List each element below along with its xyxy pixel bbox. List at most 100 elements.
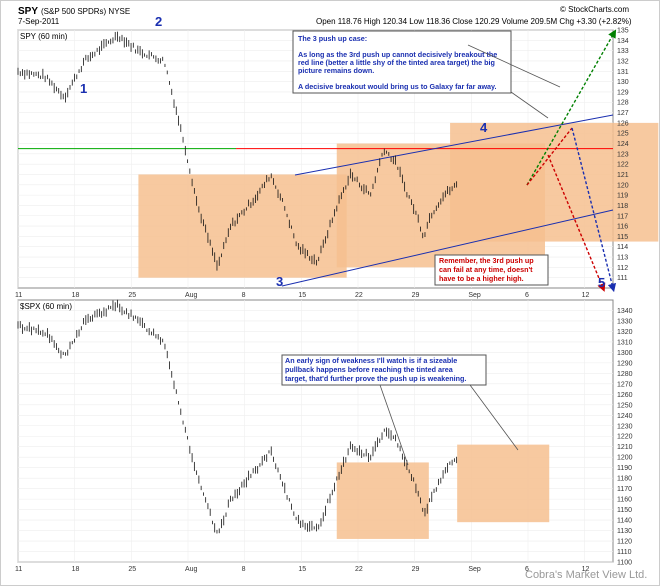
y-tick-label: 130 — [617, 79, 629, 86]
x-tick-label: 8 — [242, 292, 246, 299]
y-tick-label: 1140 — [617, 518, 632, 525]
y-tick-label: 119 — [617, 193, 628, 200]
note-line: An early sign of weakness I'll watch is … — [285, 356, 457, 365]
note-line: As long as the 3rd push up cannot decisi… — [298, 50, 497, 59]
spx-price-bars — [17, 299, 458, 534]
failure-note-box — [434, 254, 549, 286]
note-line: A decisive breakout would bring us to Ga… — [298, 82, 497, 91]
x-tick-label: 12 — [582, 566, 590, 573]
x-tick-label: 6 — [525, 566, 529, 573]
y-tick-label: 134 — [617, 38, 629, 45]
y-tick-label: 1150 — [617, 507, 632, 514]
wave-label: 2 — [155, 14, 162, 29]
y-tick-label: 1190 — [617, 465, 632, 472]
y-tick-label: 1100 — [617, 560, 632, 567]
y-tick-label: 1240 — [617, 413, 633, 420]
spx-plot-area — [17, 299, 614, 563]
spy-price-bars — [17, 31, 458, 271]
x-tick-label: Sep — [468, 292, 481, 299]
channel-lower-line — [281, 209, 614, 287]
wave-label: 5 — [598, 275, 605, 290]
x-tick-label: Sep — [468, 566, 481, 573]
watermark: Cobra's Market View Ltd. — [525, 569, 647, 581]
symbol-description: (S&P 500 SPDRs) NYSE — [41, 7, 130, 16]
y-tick-label: 1270 — [617, 381, 633, 388]
y-tick-label: 126 — [617, 120, 629, 127]
breakout-note: The 3 push up case: As long as the 3rd p… — [292, 30, 561, 119]
y-tick-label: 1210 — [617, 444, 633, 451]
weakness-note: An early sign of weakness I'll watch is … — [281, 354, 519, 466]
note-line: can fail at any time, doesn't — [439, 265, 533, 274]
y-tick-label: 115 — [617, 234, 628, 241]
note-pointer — [467, 44, 561, 88]
x-tick-label: 25 — [128, 292, 136, 299]
y-tick-label: 113 — [617, 255, 628, 262]
x-tick-label: 22 — [355, 566, 363, 573]
spx-target-boxes — [336, 444, 550, 539]
y-tick-label: 120 — [617, 182, 629, 189]
note-pointer — [469, 384, 519, 451]
x-tick-label: Aug — [185, 566, 198, 573]
quote-line: Open 118.76 High 120.34 Low 118.36 Close… — [316, 17, 632, 26]
wave-label: 4 — [480, 120, 488, 135]
symbol-label: SPY — [18, 6, 38, 17]
note-line: target, that'd further prove the push up… — [285, 374, 466, 383]
y-tick-label: 122 — [617, 162, 629, 169]
failure-note: Remember, the 3rd push up can fail at an… — [434, 254, 549, 286]
y-tick-label: 117 — [617, 213, 628, 220]
y-tick-label: 135 — [617, 28, 629, 35]
y-tick-label: 1220 — [617, 434, 633, 441]
x-tick-label: 29 — [412, 292, 420, 299]
note-pointer — [379, 384, 409, 466]
y-tick-label: 1320 — [617, 329, 633, 336]
x-tick-label: 11 — [15, 566, 22, 573]
spy-y-axis: 111 112 113 114 115 116 117 118 119 120 121 122 123 1… — [617, 28, 629, 283]
push-up-arrow — [526, 127, 573, 186]
y-tick-label: 133 — [617, 48, 629, 55]
spx-x-axis: 11 18 25 Aug 8 15 22 29 Sep 6 12 — [15, 566, 590, 573]
y-tick-label: 1170 — [617, 486, 632, 493]
x-tick-label: 18 — [72, 292, 80, 299]
x-tick-label: Aug — [185, 292, 198, 299]
wave-label: 1 — [80, 81, 87, 96]
bearish-arrow-red — [547, 154, 606, 292]
breakout-note-box — [292, 30, 512, 94]
x-tick-label: 29 — [412, 566, 420, 573]
y-tick-label: 1280 — [617, 371, 633, 378]
spy-projection-arrows — [526, 29, 617, 293]
y-tick-label: 1200 — [617, 455, 633, 462]
y-tick-label: 1160 — [617, 497, 632, 504]
y-tick-label: 131 — [617, 69, 629, 76]
spx-y-axis: 1100 1110 1120 1130 1140 1150 1160 1170 1180 1190… — [617, 308, 633, 567]
spy-wave-labels: 1 2 3 4 5 — [80, 14, 605, 290]
y-tick-label: 132 — [617, 58, 629, 65]
y-tick-label: 1230 — [617, 423, 633, 430]
chart-date: 7-Sep-2011 — [18, 17, 60, 26]
target-box — [138, 174, 347, 278]
y-tick-label: 124 — [617, 141, 629, 148]
y-tick-label: 1300 — [617, 350, 633, 357]
y-tick-label: 1180 — [617, 476, 632, 483]
brand-label: © StockCharts.com — [560, 5, 629, 14]
spy-panel-title: SPY (60 min) — [20, 32, 68, 41]
target-box — [336, 462, 429, 539]
wave-label: 3 — [276, 274, 283, 289]
y-tick-label: 121 — [617, 172, 629, 179]
y-tick-label: 1110 — [617, 549, 632, 556]
x-tick-label: 22 — [355, 292, 363, 299]
x-tick-label: 11 — [15, 292, 22, 299]
y-tick-label: 127 — [617, 110, 629, 117]
spy-trend-lines — [18, 114, 614, 287]
x-tick-label: 15 — [298, 566, 306, 573]
note-line: red line (better a little shy of the tin… — [298, 58, 495, 67]
x-tick-label: 25 — [128, 566, 136, 573]
x-tick-label: 18 — [72, 566, 80, 573]
y-tick-label: 129 — [617, 89, 629, 96]
y-tick-label: 114 — [617, 244, 628, 251]
x-tick-label: 8 — [242, 566, 246, 573]
y-tick-label: 118 — [617, 203, 628, 210]
note-line: picture remains down. — [298, 66, 374, 75]
x-tick-label: 12 — [582, 292, 590, 299]
spy-x-axis: 11 18 25 Aug 8 15 22 29 Sep 6 12 — [15, 292, 590, 299]
